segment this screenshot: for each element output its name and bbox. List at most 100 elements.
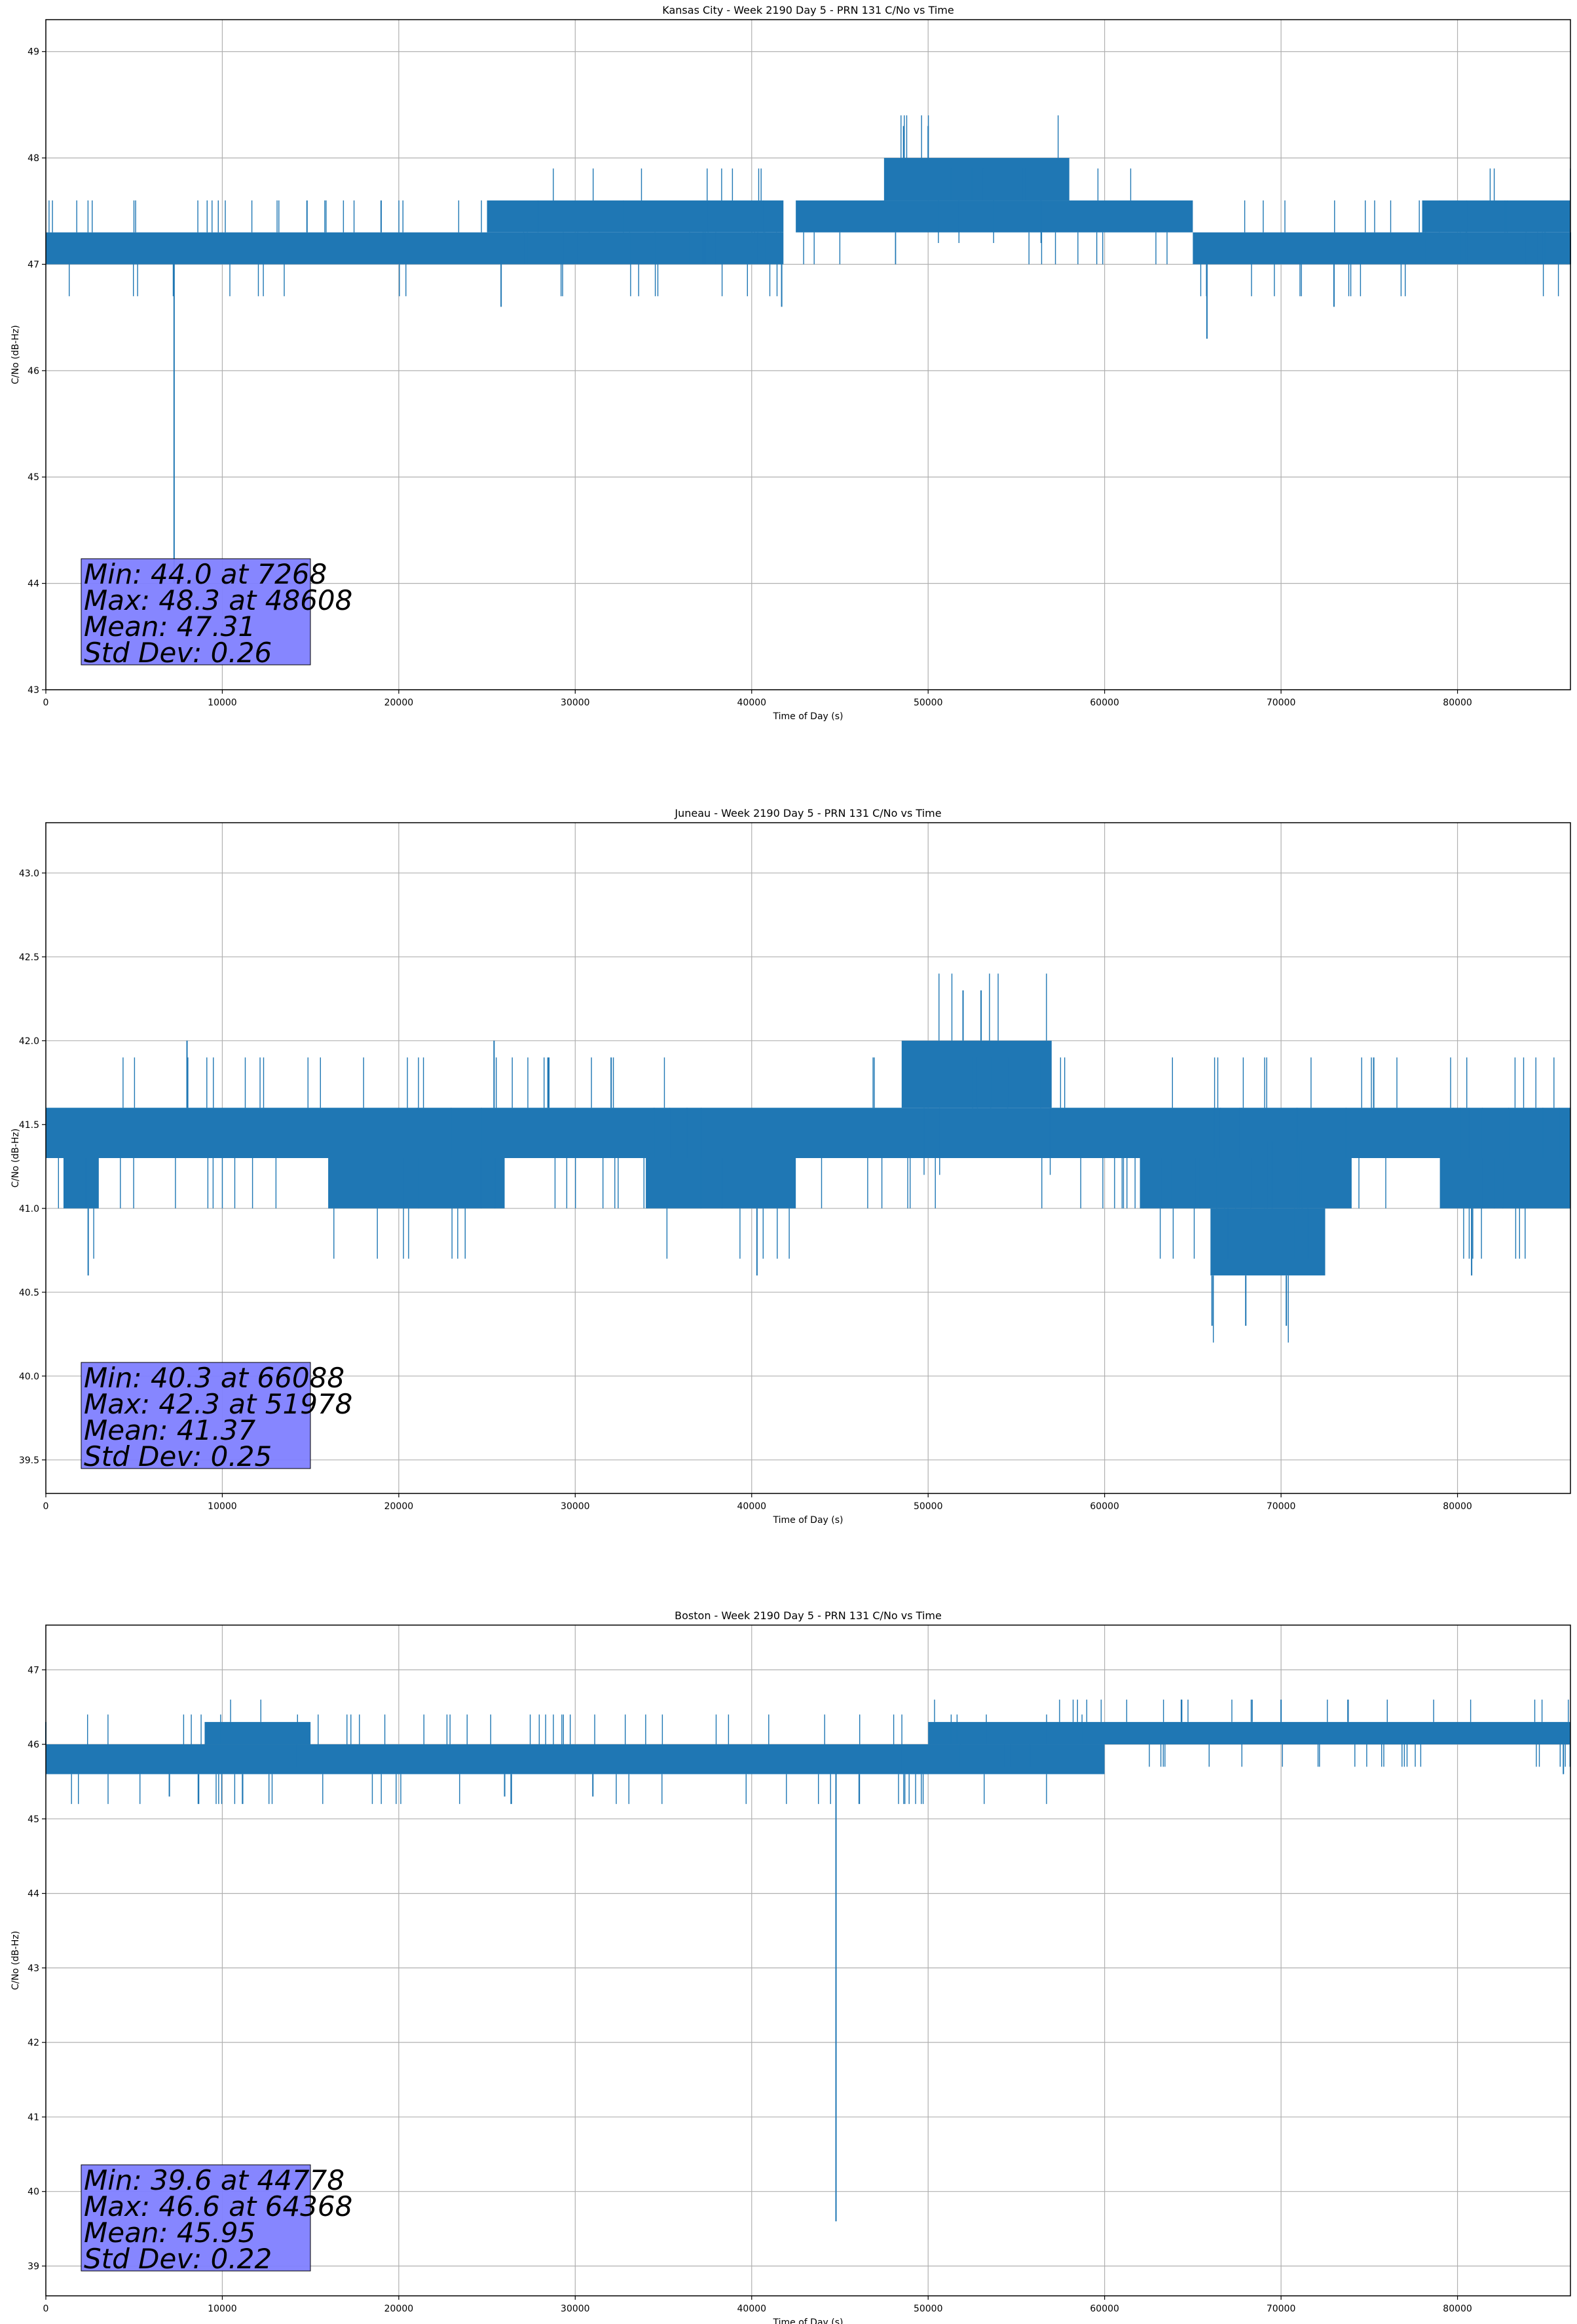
y-tick-label: 49 <box>28 47 39 58</box>
x-tick-label: 50000 <box>914 698 943 708</box>
series-noise <box>523 168 781 265</box>
series-band <box>1422 200 1570 233</box>
x-tick-label: 50000 <box>914 2304 943 2314</box>
x-tick-label: 80000 <box>1443 698 1472 708</box>
series-noise <box>333 1108 482 1259</box>
stats-line: Mean: 41.37 <box>84 1414 255 1446</box>
y-tick-label: 41 <box>28 2112 39 2123</box>
plot-frame <box>45 822 1571 1494</box>
series-noise <box>803 168 1168 265</box>
x-tick-label: 20000 <box>384 2304 414 2314</box>
series-band <box>901 1744 1105 1774</box>
x-tick-label: 20000 <box>384 698 414 708</box>
x-tick-label: 70000 <box>1267 2304 1296 2314</box>
series-band <box>204 1721 311 1745</box>
y-axis-label: C/No (dB-Hz) <box>10 1931 21 1990</box>
y-tick-label: 42 <box>28 2038 39 2048</box>
y-tick-label: 39 <box>28 2261 39 2272</box>
stats-line: Mean: 45.95 <box>84 2217 255 2249</box>
series-band <box>1210 1208 1326 1276</box>
series-band <box>46 232 784 265</box>
chart-title: Boston - Week 2190 Day 5 - PRN 131 C/No … <box>675 1609 942 1622</box>
series-band <box>1439 1158 1570 1209</box>
x-tick-label: 10000 <box>208 1501 237 1512</box>
x-axis-label: Time of Day (s) <box>773 1515 844 1526</box>
y-tick-label: 47 <box>28 259 39 270</box>
x-tick-label: 60000 <box>1090 2304 1119 2314</box>
stats-line: Mean: 47.31 <box>84 610 255 643</box>
y-tick-label: 40 <box>28 2187 39 2198</box>
series-band <box>1193 232 1570 265</box>
chart-title: Kansas City - Week 2190 Day 5 - PRN 131 … <box>662 4 954 16</box>
series-band <box>796 200 1193 233</box>
stats-line: Std Dev: 0.22 <box>84 2243 272 2275</box>
stats-line: Std Dev: 0.26 <box>84 637 272 669</box>
series-band <box>883 158 1069 201</box>
x-tick-label: 0 <box>43 698 49 708</box>
series-noise <box>48 200 778 297</box>
y-axis-label: C/No (dB-Hz) <box>10 1129 21 1188</box>
series-noise <box>654 1108 790 1259</box>
chart-title: Juneau - Week 2190 Day 5 - PRN 131 C/No … <box>674 807 941 819</box>
chart-panel-1: Kansas City - Week 2190 Day 5 - PRN 131 … <box>10 4 1571 722</box>
stats-line: Max: 42.3 at 51978 <box>84 1388 352 1420</box>
y-tick-label: 40.5 <box>19 1288 39 1298</box>
x-tick-label: 10000 <box>208 698 237 708</box>
series-noise <box>1159 1108 1347 1259</box>
y-tick-label: 43 <box>28 1963 39 1974</box>
series-band <box>63 1158 99 1209</box>
stats-box <box>81 1362 311 1469</box>
x-tick-label: 30000 <box>561 2304 590 2314</box>
y-tick-label: 44 <box>28 579 39 590</box>
series-band <box>328 1158 505 1209</box>
series-band <box>1140 1158 1352 1209</box>
series-line <box>45 1699 1570 2222</box>
y-tick-label: 45 <box>28 1814 39 1825</box>
x-axis-label: Time of Day (s) <box>773 2317 844 2324</box>
y-tick-label: 42.0 <box>19 1036 39 1047</box>
x-tick-label: 70000 <box>1267 698 1296 708</box>
stats-line: Min: 44.0 at 7268 <box>84 558 327 590</box>
series-noise <box>923 973 1051 1175</box>
stats-box <box>81 2164 311 2272</box>
x-tick-label: 20000 <box>384 1501 414 1512</box>
y-tick-label: 41.0 <box>19 1204 39 1214</box>
series-noise <box>71 1714 924 1805</box>
x-tick-label: 80000 <box>1443 2304 1472 2314</box>
x-tick-label: 40000 <box>737 698 767 708</box>
series-noise <box>58 1057 1555 1209</box>
x-tick-label: 70000 <box>1267 1501 1296 1512</box>
stats-line: Min: 40.3 at 66088 <box>84 1362 344 1394</box>
x-tick-label: 10000 <box>208 2304 237 2314</box>
series-band <box>46 1744 929 1774</box>
stats-line: Std Dev: 0.25 <box>84 1440 272 1472</box>
x-tick-label: 80000 <box>1443 1501 1472 1512</box>
series-band <box>46 1108 1570 1158</box>
y-tick-label: 42.5 <box>19 952 39 963</box>
chart-panel-3: Boston - Week 2190 Day 5 - PRN 131 C/No … <box>10 1609 1571 2324</box>
x-tick-label: 0 <box>43 2304 49 2314</box>
series-line <box>46 115 1571 584</box>
y-tick-label: 39.5 <box>19 1455 39 1466</box>
plot-frame <box>45 19 1571 690</box>
y-tick-label: 40.0 <box>19 1372 39 1382</box>
x-tick-label: 60000 <box>1090 698 1119 708</box>
plot-frame <box>45 1624 1571 2296</box>
x-tick-label: 0 <box>43 1501 49 1512</box>
stats-line: Max: 48.3 at 48608 <box>84 584 352 616</box>
y-tick-label: 44 <box>28 1889 39 1900</box>
x-tick-label: 30000 <box>561 1501 590 1512</box>
x-tick-label: 40000 <box>737 2304 767 2314</box>
stats-line: Max: 46.6 at 64368 <box>84 2190 352 2222</box>
stats-line: Min: 39.6 at 44778 <box>84 2164 344 2196</box>
stats-box <box>81 558 311 665</box>
series-noise <box>230 1699 297 1767</box>
series-band <box>901 1040 1052 1108</box>
series-band <box>487 200 784 233</box>
x-tick-label: 30000 <box>561 698 590 708</box>
series-line <box>46 973 1570 1343</box>
series-band <box>646 1158 796 1209</box>
x-tick-label: 60000 <box>1090 1501 1119 1512</box>
y-tick-label: 45 <box>28 472 39 483</box>
